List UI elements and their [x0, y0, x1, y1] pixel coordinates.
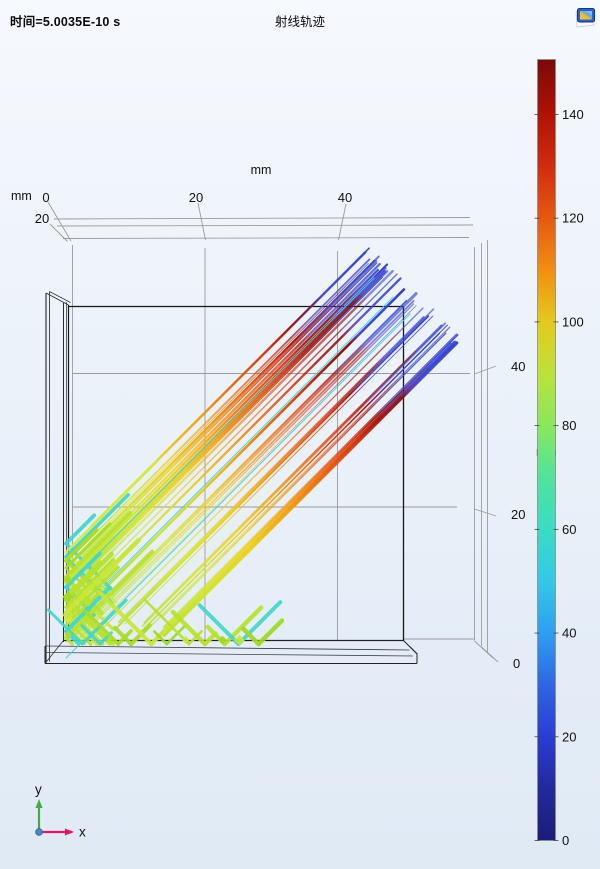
x-axis-arrow	[65, 828, 74, 836]
x-tick-0: 0	[42, 190, 49, 205]
colorbar-tick-100: 100	[562, 314, 584, 329]
plot-title: 射线轨迹	[274, 15, 325, 29]
colorbar: mm020406080100120140	[534, 59, 584, 848]
depth-tick-20: 20	[35, 211, 49, 226]
y-axis-arrow	[35, 799, 43, 808]
x-axis-unit: mm	[251, 163, 272, 177]
colorbar-tick-60: 60	[562, 522, 576, 537]
axis-labels: mm mm 0 20 40 20 40 20 0	[11, 163, 525, 671]
colorbar-gradient	[537, 59, 556, 841]
plot-window-icon-glyph	[575, 7, 596, 28]
y-tick-0: 0	[513, 656, 520, 671]
ray-trajectories	[65, 247, 459, 659]
z-axis-origin-dot	[35, 828, 43, 836]
colorbar-tick-140: 140	[562, 107, 584, 122]
plot-window-icon[interactable]	[573, 4, 597, 28]
colorbar-tick-0: 0	[562, 833, 569, 848]
y-axis-label: y	[35, 782, 42, 797]
time-annotation: 时间=5.0035E-10 s	[10, 15, 121, 29]
coordinate-triad: yx	[35, 782, 86, 840]
colorbar-tick-120: 120	[562, 211, 584, 226]
ray-bounce-cluster	[46, 459, 285, 647]
y-tick-40: 40	[511, 359, 525, 374]
colorbar-tick-80: 80	[562, 418, 576, 433]
colorbar-tick-20: 20	[562, 729, 576, 744]
x-tick-40: 40	[338, 190, 352, 205]
x-axis-label: x	[79, 825, 86, 840]
y-tick-20: 20	[511, 507, 525, 522]
x-tick-20: 20	[189, 190, 203, 205]
depth-axis-unit: mm	[11, 189, 32, 203]
colorbar-tick-40: 40	[562, 626, 576, 641]
